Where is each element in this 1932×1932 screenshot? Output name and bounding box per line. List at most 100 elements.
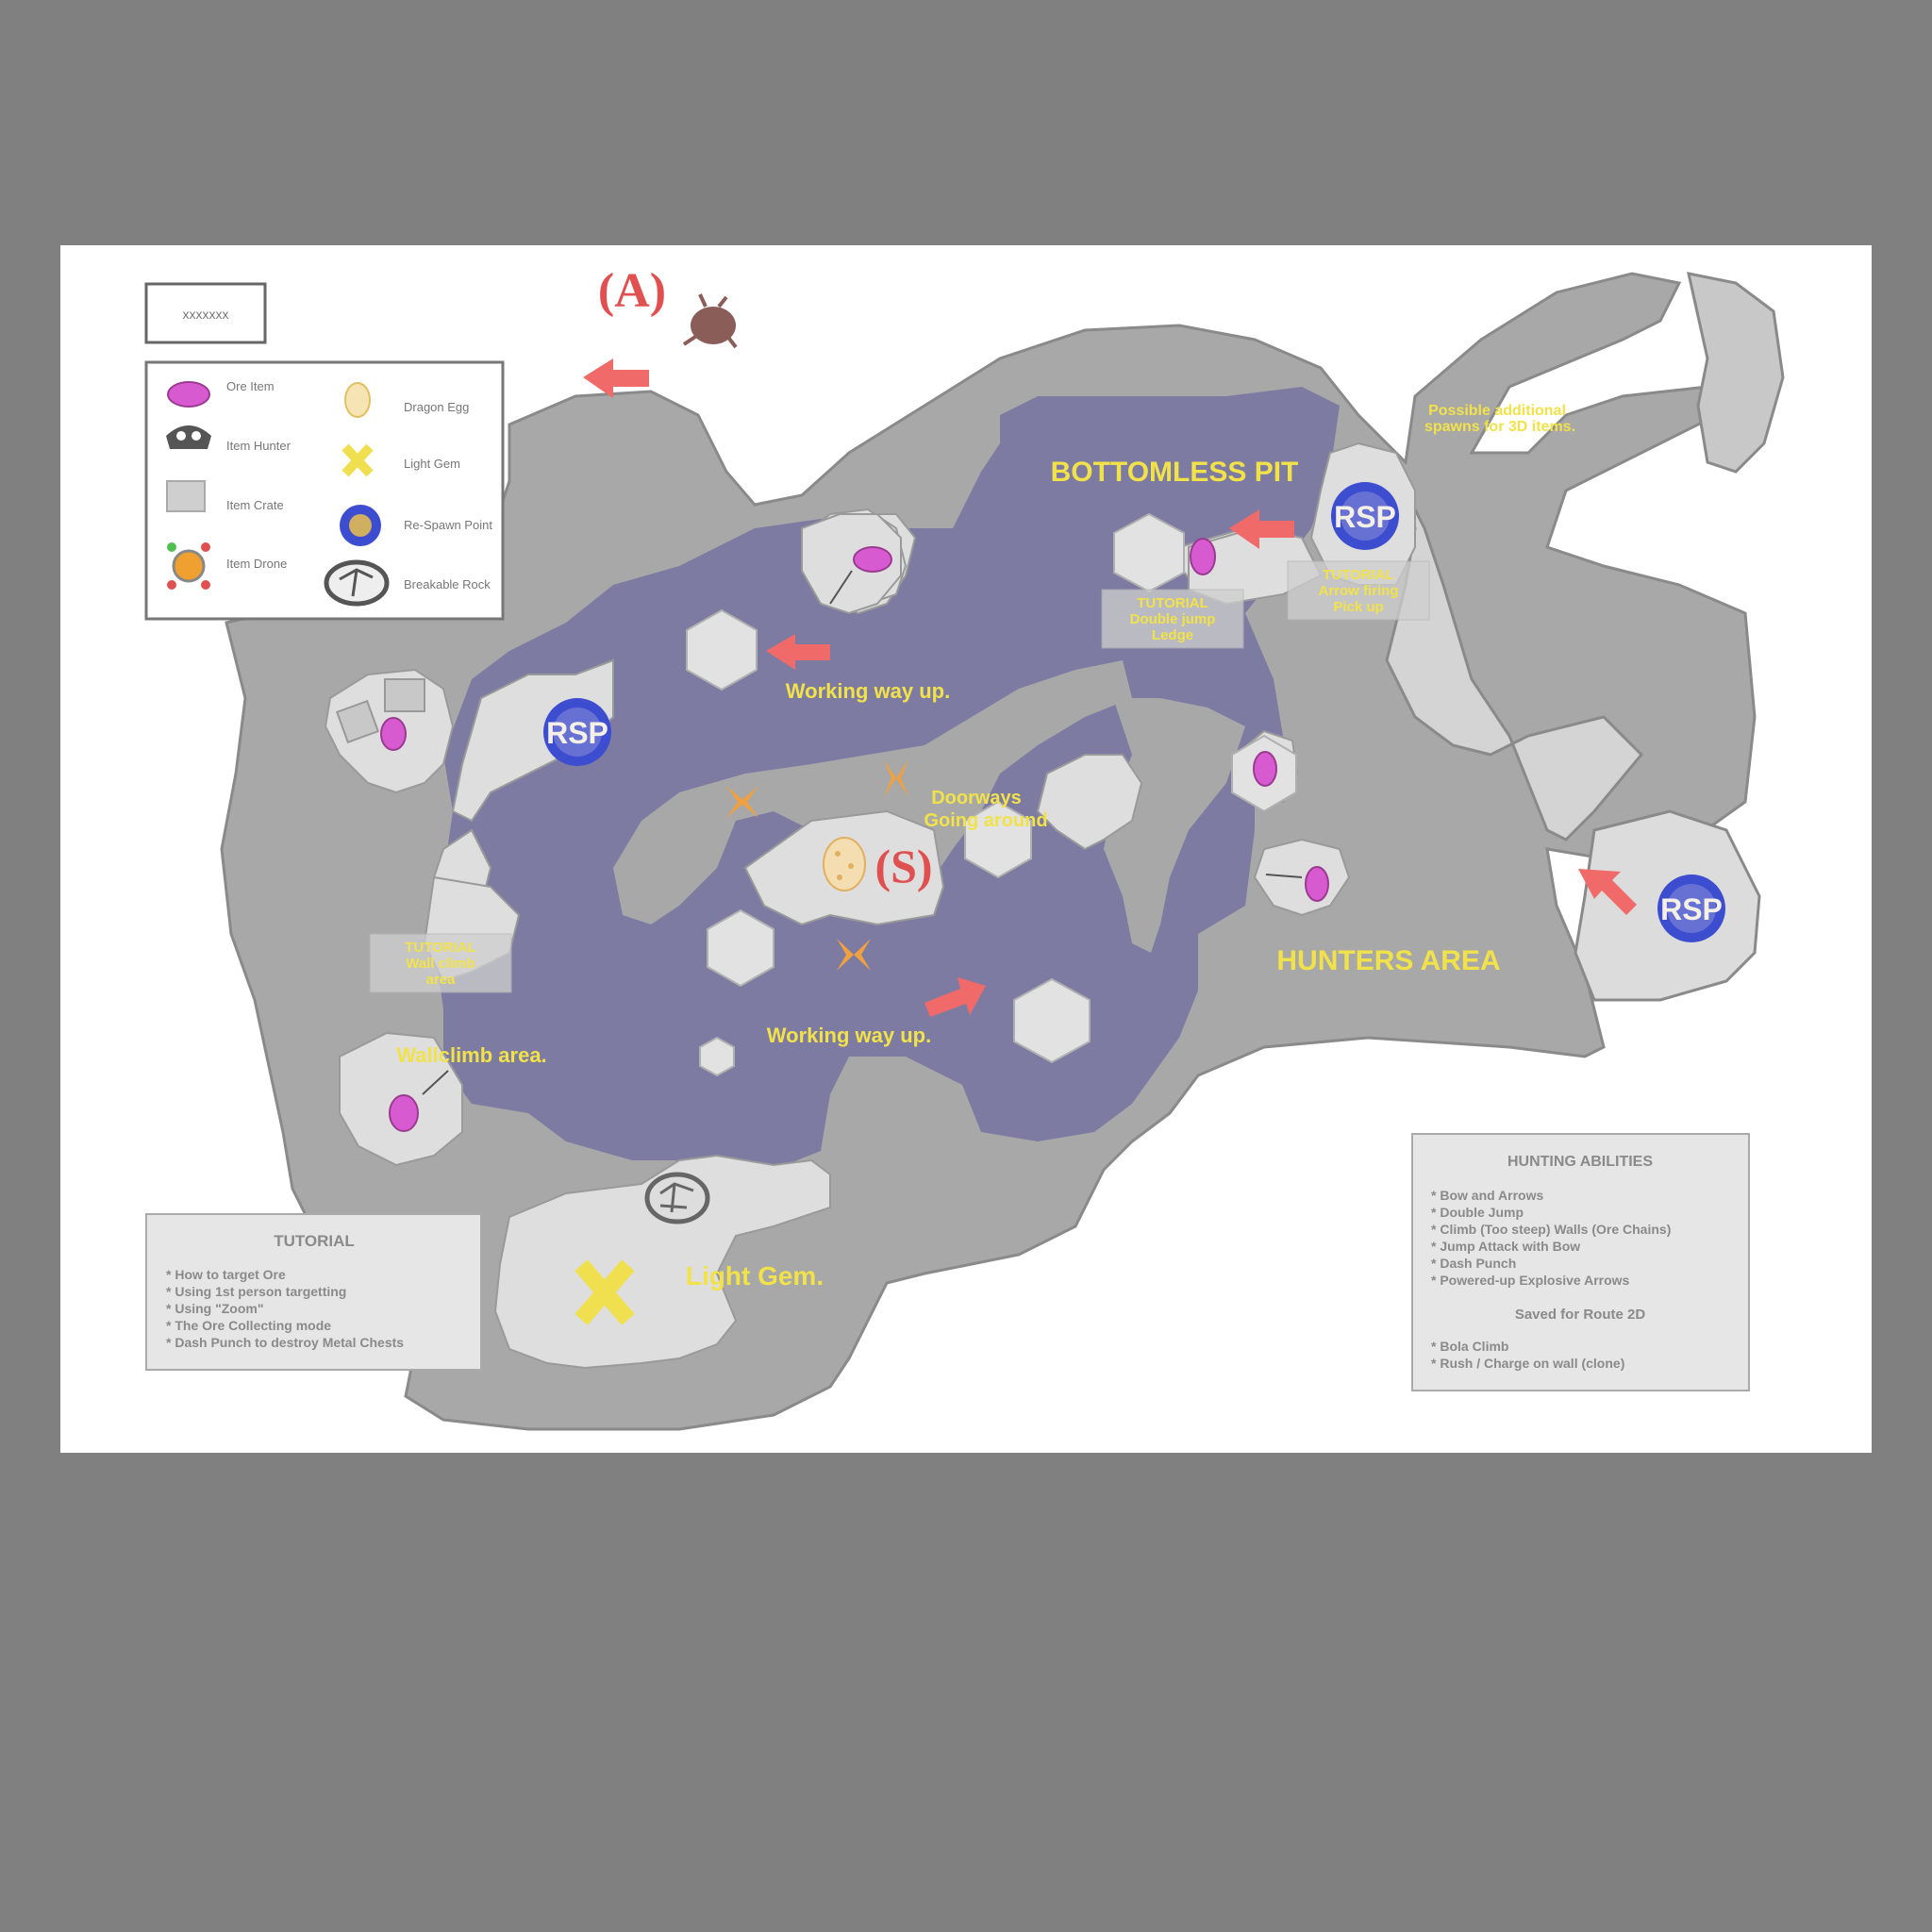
egg-icon: [823, 837, 866, 891]
mask-icon: [166, 425, 211, 449]
legend-label: Breakable Rock: [404, 577, 491, 591]
bowtie-icon: [854, 939, 871, 971]
legend-label: Re-Spawn Point: [404, 518, 492, 532]
cracked-rock-icon: [644, 1172, 710, 1224]
gear-creature-icon: [172, 549, 206, 583]
marker-a: (A): [598, 264, 666, 318]
island-top-ore: [801, 513, 902, 615]
bowtie-icon: [740, 786, 758, 818]
x-marker-icon: [575, 1259, 635, 1325]
tutorial-tag-line: Wall climb: [406, 956, 475, 972]
hunting-abilities-panel: HUNTING ABILITIES * Bow and Arrows * Dou…: [1411, 1133, 1750, 1391]
label-light-gem: Light Gem.: [686, 1261, 824, 1291]
hex-pillar: [699, 1036, 735, 1077]
rsp-label: RSP: [1334, 500, 1396, 534]
arrow-right-icon: [924, 977, 986, 1017]
label-working-way-up-south: Working way up.: [767, 1024, 931, 1047]
map-title-box: xxxxxxx: [144, 282, 267, 344]
hunting-line: * Bow and Arrows: [1431, 1188, 1543, 1203]
hex-pillar: [686, 608, 758, 691]
ore-crystal-icon: [389, 1094, 419, 1132]
hex-pillar: [707, 908, 774, 988]
label-doorways: Doorways: [931, 788, 1022, 808]
hunting-line: * Jump Attack with Bow: [1431, 1239, 1580, 1254]
label-wallclimb-area: Wallclimb area.: [396, 1043, 546, 1067]
rock-ridge-center: [613, 660, 1132, 924]
ore-crystal-icon: [1253, 751, 1277, 787]
rsp-label: RSP: [546, 716, 608, 750]
island-right-doorway: [1036, 754, 1143, 851]
legend: Ore Item Item Hunter Item Crate Item Dro…: [144, 360, 505, 621]
label-possible-spawns-1: Possible additional: [1428, 403, 1566, 419]
hunting-line: * Double Jump: [1431, 1205, 1524, 1220]
legend-label: Item Hunter: [226, 439, 291, 453]
box-icon: [166, 480, 206, 512]
hex-pillar: [1113, 512, 1185, 593]
item-crate-icon: [384, 678, 425, 712]
ore-crystals: [380, 538, 1329, 1132]
tutorial-tag-line: Ledge: [1152, 627, 1193, 643]
tutorial-tag-line: area: [426, 972, 457, 988]
ore-crystal-icon: [853, 546, 892, 573]
item-crate-icon: [335, 699, 380, 744]
tutorial-line: * Using "Zoom": [166, 1301, 264, 1316]
legend-label: Item Drone: [226, 557, 287, 571]
tutorial-tag-title: TUTORIAL: [1137, 595, 1208, 611]
marker-s: (S): [874, 840, 932, 892]
ore-crystal-icon: [380, 717, 407, 751]
tutorial-tag-wall-climb: TUTORIAL Wall climb area: [369, 933, 512, 993]
hunting-panel-title: HUNTING ABILITIES: [1507, 1154, 1653, 1170]
tutorial-tag-title: TUTORIAL: [1323, 567, 1394, 583]
hunting-sub-line: * Bola Climb: [1431, 1339, 1508, 1354]
tutorial-tag-title: TUTORIAL: [405, 940, 476, 956]
bowtie-icon: [896, 759, 908, 797]
tutorial-panel-title: TUTORIAL: [274, 1232, 355, 1250]
map-title: xxxxxxx: [183, 307, 229, 322]
legend-label: Item Crate: [226, 498, 284, 512]
label-going-around: Going around: [924, 810, 1047, 831]
bowtie-icon: [837, 939, 854, 971]
direction-arrows: [583, 358, 1637, 1017]
tutorial-tag-line: Arrow firing: [1319, 583, 1399, 599]
bowtie-icon: [884, 759, 896, 797]
hunting-line: * Powered-up Explosive Arrows: [1431, 1273, 1630, 1288]
creature-icon: [682, 293, 738, 349]
legend-label: Light Gem: [404, 457, 460, 471]
tutorial-line: * Dash Punch to destroy Metal Chests: [166, 1335, 404, 1350]
hunting-line: * Climb (Too steep) Walls (Ore Chains): [1431, 1222, 1671, 1237]
label-hunters-area: HUNTERS AREA: [1276, 945, 1500, 976]
rsp-label: RSP: [1660, 892, 1723, 926]
tutorial-line: * The Ore Collecting mode: [166, 1318, 331, 1333]
label-working-way-up-north: Working way up.: [786, 679, 950, 703]
hex-pillar: [964, 800, 1032, 879]
rsp-portals: RSP RSP RSP: [543, 482, 1725, 942]
hunting-panel-subtitle: Saved for Route 2D: [1515, 1307, 1646, 1323]
arrow-left-icon: [1229, 509, 1294, 549]
ore-crystal-icon: [167, 381, 210, 408]
hunting-line: * Dash Punch: [1431, 1256, 1516, 1271]
rock-ridge-east: [1104, 698, 1245, 953]
arrow-left-icon: [766, 634, 830, 670]
tutorial-tag-double-jump: TUTORIAL Double jump Ledge: [1101, 589, 1244, 649]
rock-plateau-east: [1385, 471, 1644, 841]
label-bottomless-pit: BOTTOMLESS PIT: [1051, 457, 1299, 488]
x-marker-icon: [341, 443, 374, 477]
label-possible-spawns-2: spawns for 3D items.: [1424, 419, 1575, 435]
arrow-up-left-icon: [1578, 869, 1637, 915]
egg-icon: [344, 382, 371, 418]
arrow-left-icon: [583, 358, 649, 398]
hex-pillar: [1013, 977, 1091, 1064]
tutorial-tag-line: Double jump: [1130, 611, 1216, 627]
tutorial-tag-arrow-firing: TUTORIAL Arrow firing Pick up: [1287, 560, 1430, 621]
tutorial-panel: TUTORIAL * How to target Ore * Using 1st…: [145, 1213, 482, 1371]
cracked-rock-icon: [324, 559, 390, 607]
ore-crystal-icon: [1190, 538, 1216, 575]
legend-label: Dragon Egg: [404, 400, 469, 414]
hunting-sub-line: * Rush / Charge on wall (clone): [1431, 1356, 1624, 1371]
tutorial-line: * Using 1st person targetting: [166, 1284, 346, 1299]
rock-plateau-northeast: [1687, 272, 1785, 474]
hex-pillars: [686, 512, 1297, 1077]
legend-label: Ore Item: [226, 379, 275, 393]
